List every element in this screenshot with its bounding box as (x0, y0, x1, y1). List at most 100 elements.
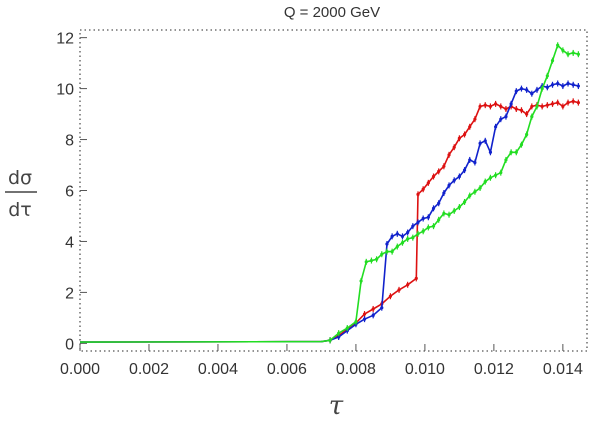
data-point (530, 115, 534, 119)
data-point (468, 193, 472, 198)
data-point (354, 320, 358, 324)
data-point (550, 102, 555, 106)
data-point (478, 104, 482, 109)
data-point (540, 86, 544, 91)
x-tick-label: 0.006 (267, 361, 307, 378)
data-point (514, 89, 518, 93)
data-point (530, 104, 534, 109)
data-point (473, 117, 477, 121)
data-point (431, 224, 436, 228)
data-point (519, 143, 524, 147)
data-point (395, 232, 399, 236)
data-point (426, 215, 430, 219)
data-point (566, 52, 570, 56)
x-axis-ticks: 0.000 0.002 0.004 0.006 0.008 0.010 0.012 0.014 (60, 344, 583, 378)
data-point (509, 150, 513, 154)
data-point (499, 117, 503, 121)
x-tick-label: 0.014 (543, 361, 583, 378)
data-point (362, 312, 367, 316)
data-point (337, 331, 341, 335)
data-point (556, 81, 560, 86)
data-point (328, 338, 332, 342)
data-point (525, 112, 529, 116)
data-point (395, 244, 399, 249)
data-point (400, 234, 405, 238)
data-point (345, 326, 349, 330)
y-axis-label: dσ dτ (5, 167, 37, 221)
x-tick-label: 0.000 (60, 361, 100, 378)
data-point (406, 283, 410, 287)
data-point (406, 237, 410, 241)
data-point (545, 74, 549, 78)
data-point (447, 183, 451, 188)
data-point (390, 250, 394, 254)
x-tick-label: 0.008 (336, 361, 376, 378)
y-tick-label: 12 (56, 31, 74, 48)
data-point (462, 132, 467, 137)
plot-frame (79, 29, 588, 352)
data-point (504, 115, 508, 119)
data-point (416, 232, 420, 236)
data-point (375, 257, 379, 261)
data-point (421, 216, 425, 221)
data-point (457, 205, 461, 209)
data-point (514, 107, 518, 111)
data-point (561, 84, 565, 88)
data-point (561, 104, 565, 109)
data-point (535, 104, 539, 109)
y-axis-label-numerator: dσ (8, 167, 32, 189)
data-point (411, 236, 415, 240)
data-point (442, 191, 446, 195)
series-layer (79, 42, 580, 344)
data-point (400, 241, 405, 245)
series-line (79, 100, 579, 343)
data-point (452, 209, 456, 213)
x-tick-label: 0.010 (405, 361, 445, 378)
data-point (437, 218, 441, 222)
data-point (483, 179, 487, 184)
data-point (380, 252, 384, 256)
x-axis-label: τ (329, 391, 344, 421)
data-point (462, 168, 467, 172)
data-point (385, 250, 389, 254)
data-point (385, 242, 389, 246)
data-point (550, 83, 555, 87)
y-tick-label: 2 (65, 285, 74, 302)
data-point (462, 200, 467, 204)
data-point (525, 132, 529, 137)
data-point (414, 276, 418, 280)
x-tick-label: 0.012 (474, 361, 514, 378)
data-point (397, 288, 401, 292)
data-point (473, 160, 477, 165)
data-point (545, 103, 549, 107)
series-blue (79, 80, 580, 344)
data-point (478, 141, 482, 145)
data-point (550, 58, 555, 63)
data-point (437, 169, 441, 173)
series-green (79, 42, 580, 344)
data-point (566, 81, 570, 86)
data-point (426, 181, 430, 185)
data-point (371, 313, 375, 317)
plot-frame-border (79, 29, 588, 352)
data-point (488, 104, 493, 109)
y-tick-label: 10 (56, 82, 74, 99)
data-point (519, 108, 524, 112)
chart-title: Q = 2000 GeV (284, 4, 380, 21)
y-tick-label: 4 (65, 234, 74, 251)
data-point (380, 306, 384, 310)
data-point (576, 101, 580, 105)
data-point (483, 103, 487, 107)
data-point (540, 104, 544, 109)
y-axis-ticks: 0 2 4 6 8 10 12 (56, 31, 87, 353)
data-point (504, 107, 508, 111)
data-point (566, 101, 570, 105)
data-point (530, 92, 534, 96)
data-point (416, 192, 420, 196)
data-point (545, 85, 549, 89)
data-point (576, 52, 580, 56)
data-point (535, 88, 539, 92)
data-point (509, 102, 513, 106)
data-point (499, 104, 503, 109)
